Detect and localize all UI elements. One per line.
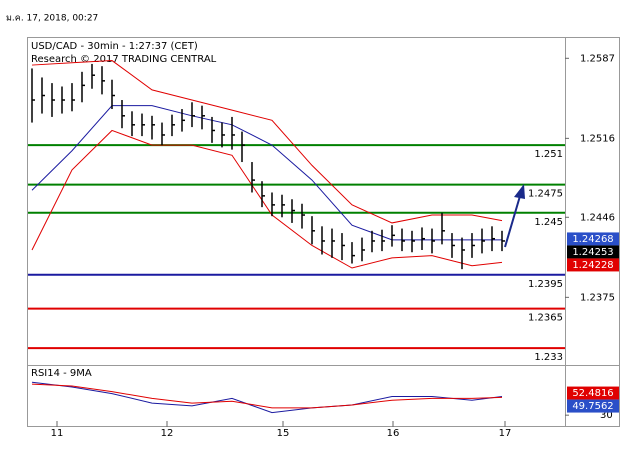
x-tick-label: 17	[499, 428, 512, 439]
price-tag-label: 1.24253	[572, 247, 613, 258]
y-tick-label: 1.2446	[580, 212, 615, 223]
arrow-head	[514, 184, 525, 199]
price-tag	[567, 258, 619, 272]
rsi-title: RSI14 - 9MA	[31, 368, 92, 379]
price-tag-label: 1.24268	[572, 234, 613, 245]
rsi-tick-label: 30	[600, 410, 613, 421]
level-label: 1.233	[534, 352, 563, 363]
price-tag	[567, 232, 619, 246]
arrow-shaft	[504, 195, 521, 248]
level-label: 1.245	[534, 217, 563, 228]
y-tick-label: 1.2587	[580, 53, 615, 64]
chart-title: USD/CAD - 30min - 1:27:37 (CET)	[31, 41, 198, 52]
timestamp: ม.ค. 17, 2018, 00:27	[6, 14, 98, 24]
x-tick-label: 16	[387, 428, 400, 439]
rsi-tag-label: 49.7562	[572, 401, 613, 412]
level-label: 1.2395	[528, 279, 563, 290]
price-tag-label: 1.24228	[572, 260, 613, 271]
x-tick-label: 11	[51, 428, 64, 439]
rsi-line	[31, 381, 503, 414]
x-tick-label: 12	[161, 428, 174, 439]
forecast-arrow	[504, 184, 525, 248]
y-tick-label: 1.2516	[580, 133, 615, 144]
x-tick-label: 15	[277, 428, 290, 439]
price-tag	[567, 245, 619, 259]
overlay-line	[31, 60, 503, 224]
y-tick-label: 1.2375	[580, 292, 615, 303]
level-label: 1.2475	[528, 189, 563, 200]
level-label: 1.2365	[528, 313, 563, 324]
rsi-line	[31, 383, 503, 409]
rsi-tag-label: 52.4816	[572, 388, 613, 399]
frame	[27, 37, 620, 427]
level-label: 1.251	[534, 149, 563, 160]
rsi-tag	[567, 399, 619, 413]
chart-subtitle: Research © 2017 TRADING CENTRAL	[31, 54, 217, 65]
rsi-tag	[567, 386, 619, 400]
